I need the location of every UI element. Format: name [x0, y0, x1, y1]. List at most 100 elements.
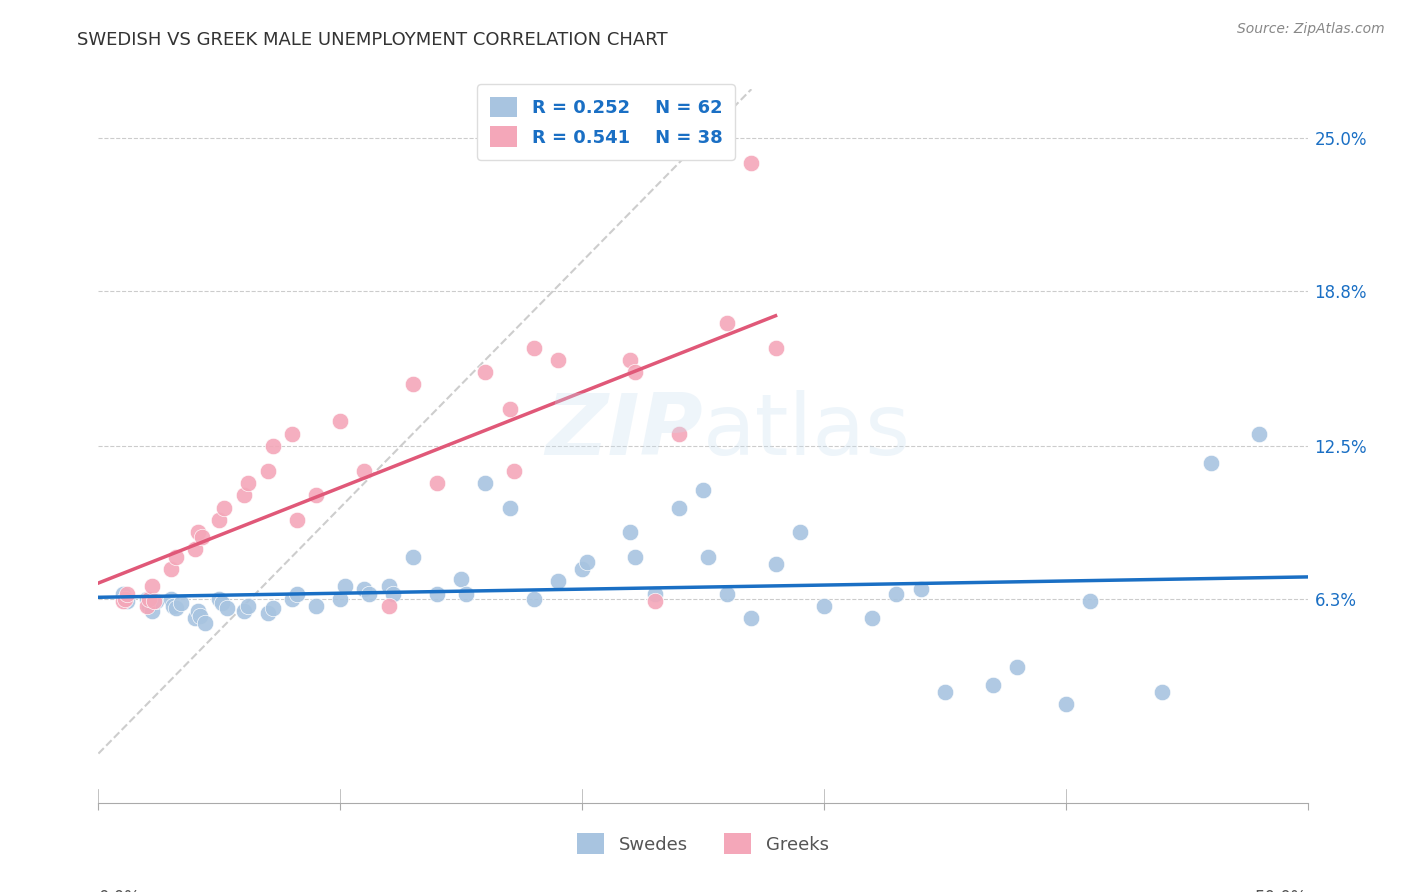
Point: [169, 597, 191, 611]
Point: [188, 608, 211, 623]
Point: [211, 597, 233, 611]
Point: [262, 601, 284, 615]
Point: [160, 562, 183, 576]
Point: [474, 365, 496, 379]
Point: [619, 525, 641, 540]
Point: [141, 604, 163, 618]
Point: [165, 549, 187, 564]
Point: [208, 591, 231, 606]
Point: [498, 500, 520, 515]
Point: [138, 599, 160, 613]
Point: [426, 587, 449, 601]
Point: [305, 488, 328, 502]
Point: [813, 599, 835, 613]
Point: [262, 439, 284, 453]
Text: ZIP: ZIP: [546, 390, 703, 474]
Point: [644, 594, 666, 608]
Point: [644, 587, 666, 601]
Point: [1078, 594, 1101, 608]
Point: [1152, 685, 1174, 699]
Point: [208, 513, 231, 527]
Point: [353, 582, 375, 596]
Point: [145, 594, 167, 608]
Point: [256, 607, 278, 621]
Point: [765, 557, 787, 571]
Point: [426, 475, 449, 490]
Point: [187, 604, 209, 618]
Point: [402, 377, 425, 392]
Point: [668, 500, 690, 515]
Point: [1007, 660, 1029, 674]
Point: [160, 591, 183, 606]
Text: SWEDISH VS GREEK MALE UNEMPLOYMENT CORRELATION CHART: SWEDISH VS GREEK MALE UNEMPLOYMENT CORRE…: [77, 31, 668, 49]
Point: [860, 611, 883, 625]
Point: [503, 464, 526, 478]
Point: [1199, 456, 1222, 470]
Point: [143, 594, 166, 608]
Point: [353, 464, 375, 478]
Point: [547, 574, 569, 589]
Text: 50.0%: 50.0%: [1256, 889, 1308, 892]
Point: [329, 414, 352, 428]
Text: atlas: atlas: [703, 390, 911, 474]
Point: [402, 549, 425, 564]
Point: [765, 341, 787, 355]
Point: [886, 587, 908, 601]
Point: [138, 591, 160, 606]
Legend: Swedes, Greeks: Swedes, Greeks: [567, 822, 839, 865]
Point: [575, 555, 598, 569]
Point: [117, 594, 139, 608]
Point: [141, 579, 163, 593]
Point: [716, 316, 738, 330]
Point: [111, 587, 134, 601]
Point: [668, 426, 690, 441]
Point: [191, 530, 214, 544]
Point: [232, 604, 254, 618]
Point: [359, 587, 381, 601]
Point: [571, 562, 593, 576]
Point: [184, 611, 207, 625]
Point: [498, 402, 520, 417]
Point: [117, 587, 139, 601]
Point: [454, 587, 477, 601]
Point: [194, 616, 217, 631]
Point: [238, 475, 260, 490]
Point: [238, 599, 260, 613]
Point: [285, 513, 308, 527]
Point: [184, 542, 207, 557]
Point: [1054, 698, 1077, 712]
Point: [624, 549, 647, 564]
Point: [934, 685, 956, 699]
Point: [624, 365, 647, 379]
Point: [619, 352, 641, 367]
Point: [114, 591, 136, 606]
Point: [523, 341, 546, 355]
Point: [165, 601, 187, 615]
Point: [232, 488, 254, 502]
Point: [740, 156, 762, 170]
Point: [692, 483, 714, 498]
Point: [135, 591, 157, 606]
Point: [377, 599, 399, 613]
Point: [135, 599, 157, 613]
Point: [162, 599, 184, 613]
Point: [1249, 426, 1271, 441]
Point: [981, 678, 1004, 692]
Point: [111, 594, 134, 608]
Point: [285, 587, 308, 601]
Point: [333, 579, 356, 593]
Point: [212, 500, 235, 515]
Text: 0.0%: 0.0%: [98, 889, 141, 892]
Point: [377, 579, 399, 593]
Point: [740, 611, 762, 625]
Point: [716, 587, 738, 601]
Point: [215, 601, 238, 615]
Point: [523, 591, 546, 606]
Point: [256, 464, 278, 478]
Point: [547, 352, 569, 367]
Point: [382, 587, 405, 601]
Point: [910, 582, 932, 596]
Point: [305, 599, 328, 613]
Point: [187, 525, 209, 540]
Point: [450, 572, 472, 586]
